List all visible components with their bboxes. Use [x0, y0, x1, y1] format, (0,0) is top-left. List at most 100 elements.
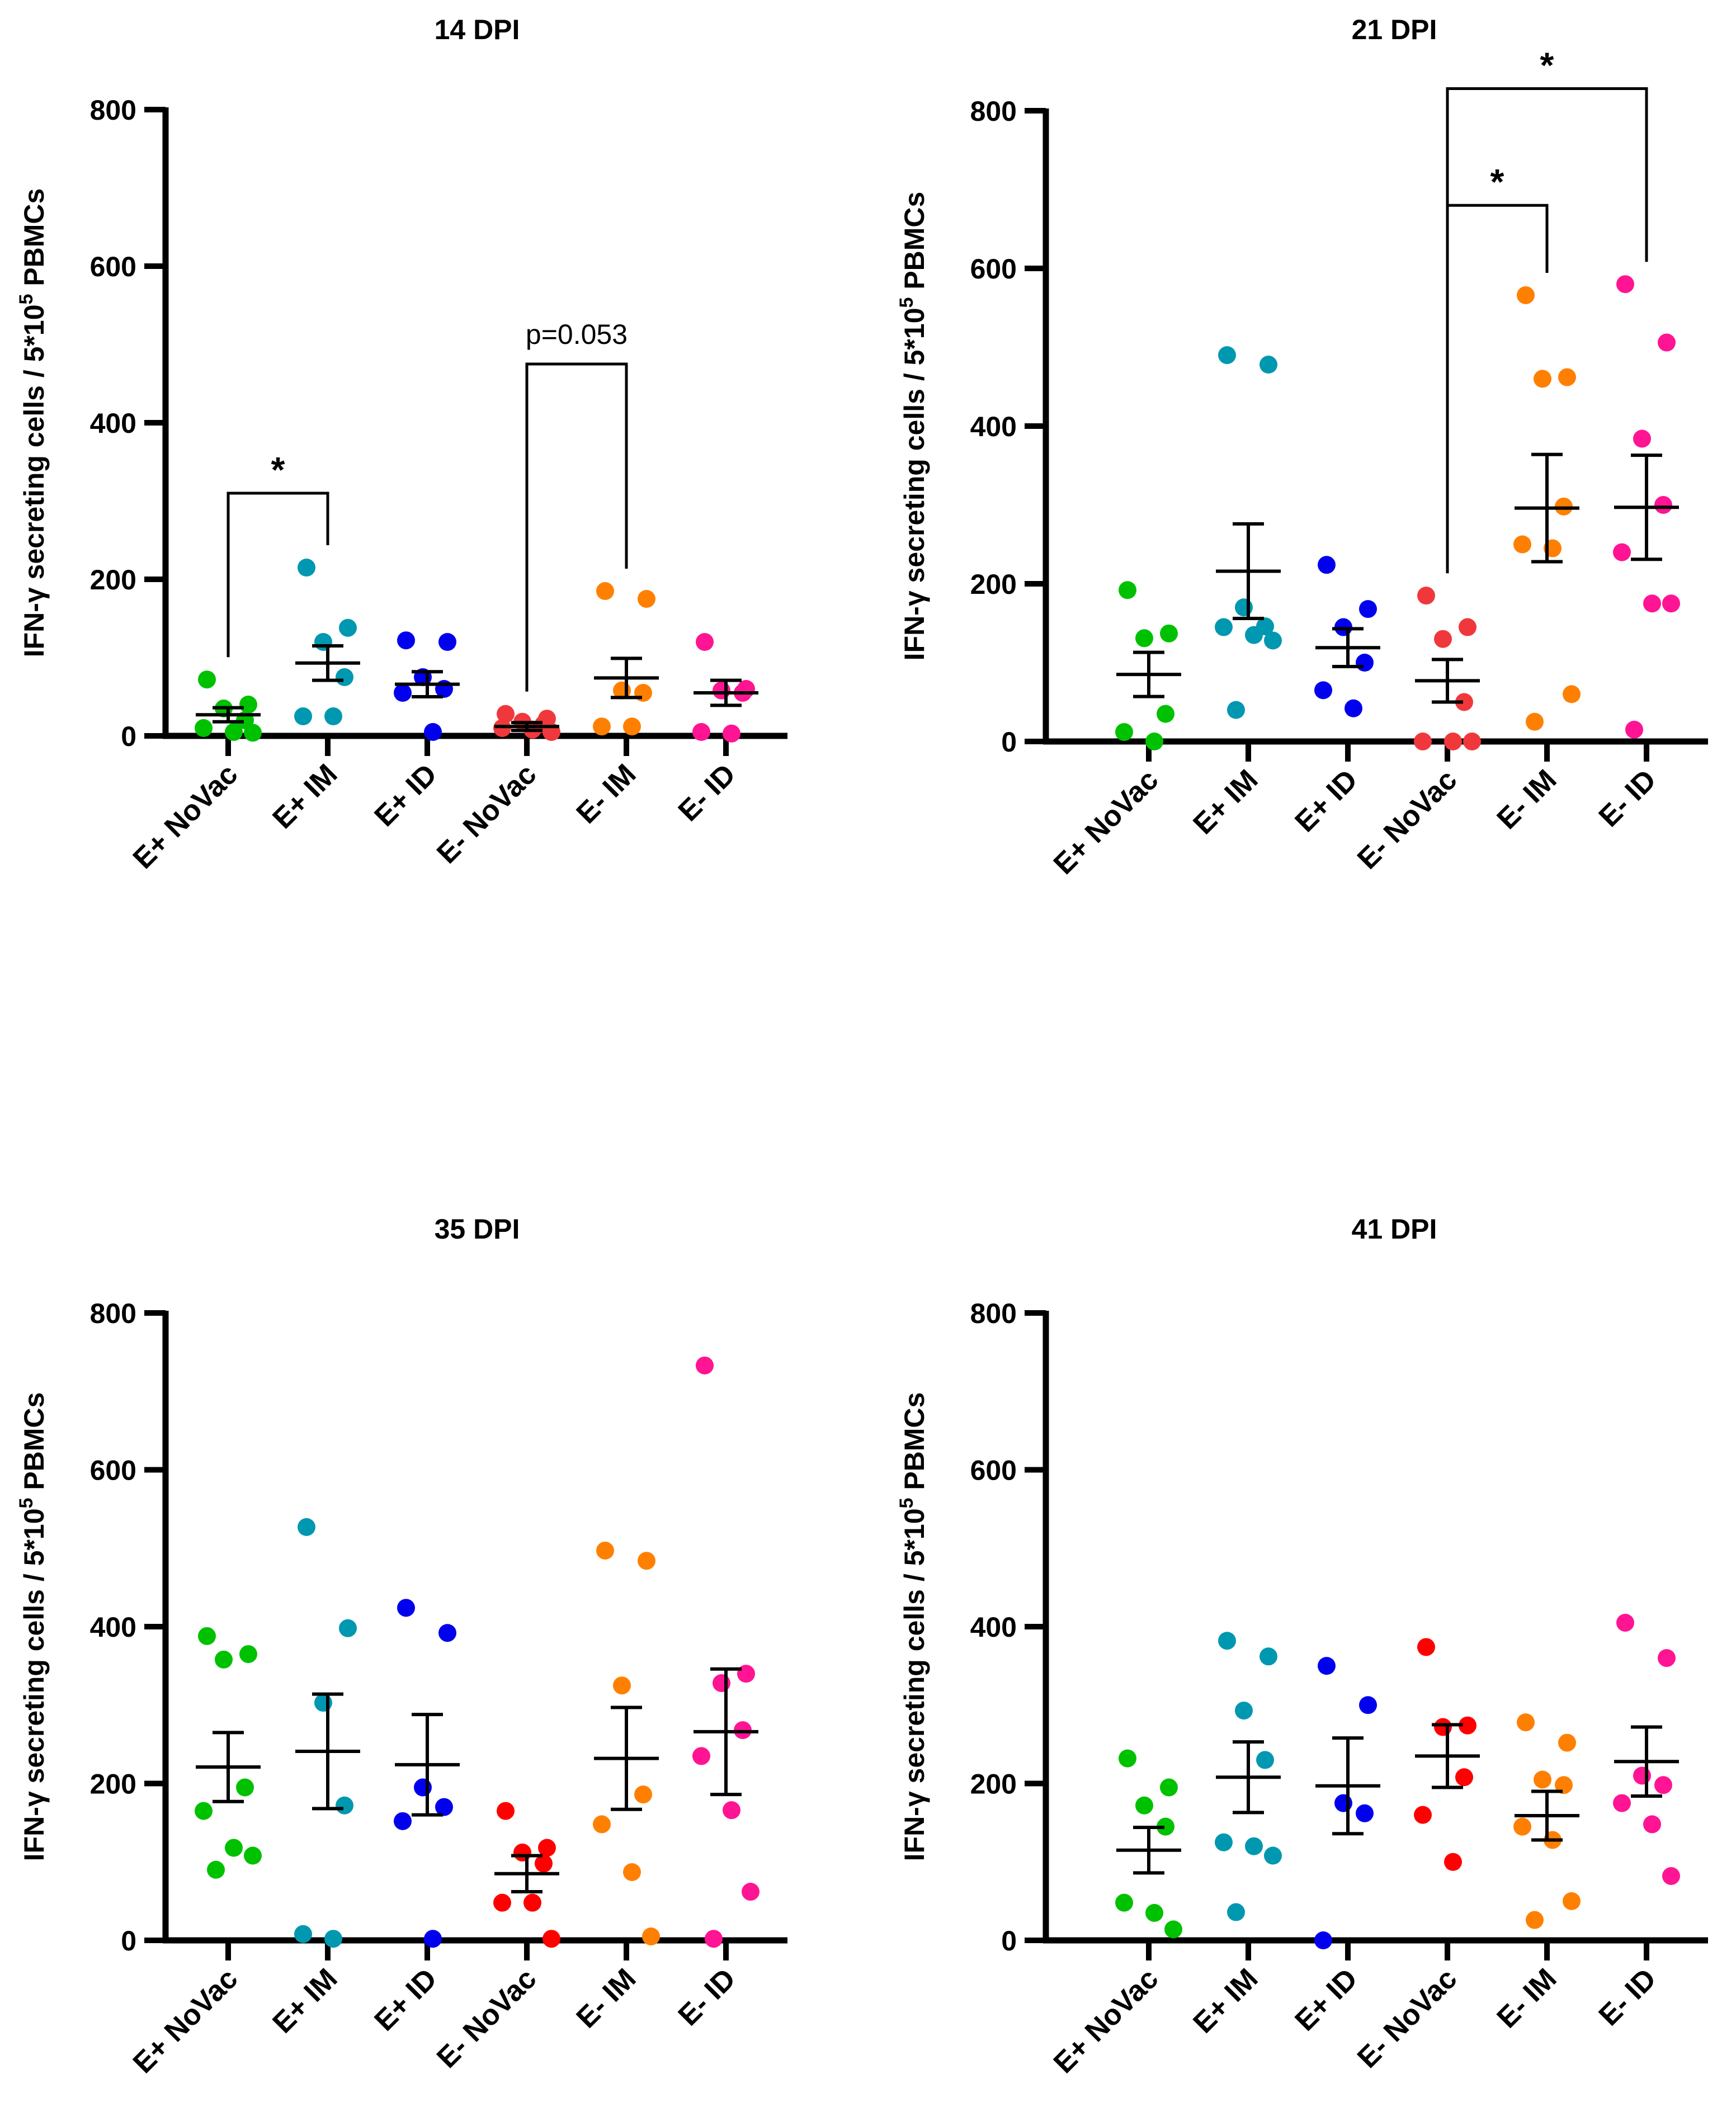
data-point — [1662, 594, 1680, 613]
data-point — [1662, 1867, 1680, 1885]
x-tick-label: E- IM — [570, 1962, 643, 2034]
chart-title: 41 DPI — [1352, 1213, 1437, 1245]
data-point — [215, 1650, 233, 1669]
group-e-novac — [195, 670, 262, 742]
data-point — [1555, 1776, 1573, 1794]
data-point — [1643, 1815, 1661, 1834]
data-point — [1215, 618, 1233, 636]
y-tick-label: 600 — [970, 1455, 1017, 1486]
data-point — [1318, 556, 1336, 574]
data-point — [1157, 705, 1174, 723]
x-tick-label: E- IM — [1491, 763, 1563, 835]
data-point — [1563, 685, 1581, 703]
data-point — [1227, 1903, 1245, 1921]
data-point — [1526, 1911, 1544, 1929]
group-e-im — [1215, 346, 1282, 719]
data-point — [397, 631, 415, 650]
data-point — [1417, 1638, 1435, 1656]
data-point — [1356, 1804, 1374, 1822]
data-point — [713, 1674, 730, 1692]
data-point — [1459, 1716, 1476, 1735]
y-axis-label: IFN-γ secreting cells / 5*105 PBMCs — [896, 1392, 930, 1862]
group-e-id — [394, 1599, 460, 1948]
data-point — [207, 1860, 225, 1879]
x-tick-label: E+ ID — [368, 1962, 443, 2037]
y-tick-label: 200 — [90, 1769, 136, 1800]
data-point — [1434, 630, 1452, 648]
significance-label: * — [271, 450, 285, 490]
data-point — [1654, 496, 1672, 514]
data-point — [593, 717, 611, 736]
y-tick-label: 400 — [90, 1612, 136, 1643]
data-point — [1119, 1749, 1136, 1768]
data-point — [298, 1518, 315, 1536]
y-tick-label: 600 — [970, 253, 1017, 285]
data-point — [1616, 1613, 1634, 1632]
data-point — [1115, 723, 1133, 741]
x-tick-label: E+ NoVac — [127, 758, 244, 875]
group-e-id — [394, 631, 460, 741]
group-e-id — [1613, 1613, 1680, 1885]
data-point — [244, 724, 262, 742]
data-point — [198, 1627, 216, 1645]
data-point — [535, 1854, 553, 1873]
data-point — [394, 684, 412, 702]
data-point — [1444, 1853, 1462, 1871]
data-point — [225, 723, 243, 741]
x-tick-label: E- NoVac — [1351, 1962, 1463, 2074]
data-point — [1160, 624, 1178, 642]
data-point — [1517, 286, 1535, 304]
data-point — [239, 1645, 257, 1664]
data-point — [339, 1619, 357, 1637]
data-point — [339, 618, 357, 637]
group-e-im — [294, 1518, 360, 1948]
data-point — [713, 681, 730, 700]
y-tick-label: 0 — [1001, 726, 1017, 758]
data-point — [236, 1778, 254, 1797]
y-tick-label: 800 — [90, 95, 136, 126]
data-point — [1463, 733, 1481, 750]
significance-bracket — [1446, 204, 1549, 574]
group-e-novac — [1115, 581, 1181, 750]
data-point — [1616, 275, 1634, 294]
x-tick-label: E+ IM — [1187, 763, 1264, 840]
data-point — [336, 1796, 353, 1815]
data-point — [692, 723, 710, 741]
data-point — [239, 696, 257, 714]
data-point — [314, 1694, 332, 1712]
y-tick-label: 200 — [970, 569, 1017, 600]
data-point — [1264, 631, 1282, 650]
data-point — [1218, 1632, 1236, 1650]
group-e-id — [1314, 1657, 1380, 1949]
data-point — [638, 590, 655, 608]
data-point — [1227, 701, 1245, 719]
y-axis-label-sup: 5 — [16, 1498, 37, 1509]
data-point — [596, 1541, 614, 1560]
data-point — [642, 1927, 660, 1945]
data-point — [1359, 600, 1377, 618]
data-point — [1314, 1931, 1332, 1949]
x-tick-label: E- ID — [672, 1962, 742, 2032]
data-point — [1613, 1794, 1631, 1812]
significance-bracket — [227, 492, 329, 658]
data-point — [1434, 1718, 1452, 1736]
data-point — [1633, 1766, 1651, 1785]
data-point — [324, 1930, 342, 1948]
data-point — [294, 707, 312, 725]
data-point — [1459, 618, 1476, 636]
data-point — [1534, 370, 1551, 388]
data-point — [1119, 581, 1136, 599]
x-tick-label: E+ NoVac — [127, 1962, 244, 2080]
y-tick-label: 400 — [970, 411, 1017, 442]
data-point — [414, 1778, 432, 1797]
y-axis-label-sup: 5 — [896, 1498, 917, 1509]
data-point — [493, 1893, 511, 1912]
y-tick-label: 400 — [90, 408, 136, 439]
y-axis-label-tail: PBMCs — [18, 188, 50, 294]
x-tick-label: E+ ID — [1289, 1962, 1364, 2037]
data-point — [723, 724, 740, 743]
data-point — [1444, 733, 1462, 750]
data-point — [314, 633, 332, 651]
data-point — [1135, 1796, 1153, 1815]
